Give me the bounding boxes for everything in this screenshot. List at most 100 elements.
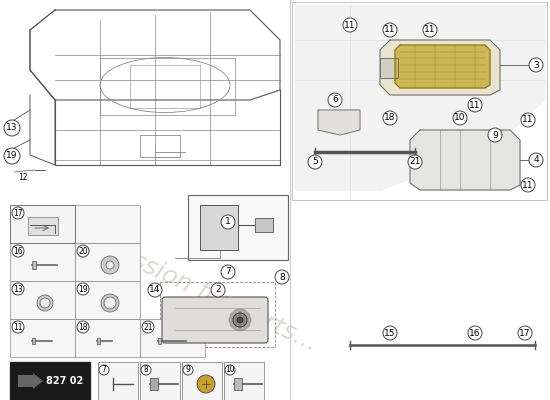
Circle shape xyxy=(468,326,482,340)
Bar xyxy=(160,282,275,347)
Polygon shape xyxy=(150,378,158,390)
Circle shape xyxy=(12,245,24,257)
Circle shape xyxy=(142,321,154,333)
Text: 5: 5 xyxy=(312,158,318,166)
Text: 3: 3 xyxy=(533,60,539,70)
Text: 2: 2 xyxy=(215,286,221,294)
Text: 19: 19 xyxy=(6,152,18,160)
Bar xyxy=(28,217,58,235)
Circle shape xyxy=(40,298,50,308)
Circle shape xyxy=(106,261,114,269)
Text: 14: 14 xyxy=(149,286,161,294)
Text: 7: 7 xyxy=(102,366,107,374)
Polygon shape xyxy=(318,110,360,135)
Circle shape xyxy=(275,270,289,284)
Bar xyxy=(200,205,238,250)
Circle shape xyxy=(77,245,89,257)
Circle shape xyxy=(237,317,243,323)
Text: 21: 21 xyxy=(409,158,421,166)
Circle shape xyxy=(423,23,437,37)
Circle shape xyxy=(453,111,467,125)
Circle shape xyxy=(12,321,24,333)
Circle shape xyxy=(12,283,24,295)
Polygon shape xyxy=(97,338,100,344)
Bar xyxy=(255,218,273,232)
Polygon shape xyxy=(32,338,35,344)
Circle shape xyxy=(518,326,532,340)
Polygon shape xyxy=(380,58,398,78)
Wedge shape xyxy=(230,312,240,320)
Circle shape xyxy=(343,18,357,32)
Text: 11: 11 xyxy=(469,100,481,110)
Text: 13: 13 xyxy=(13,284,23,294)
Circle shape xyxy=(141,365,151,375)
Polygon shape xyxy=(410,130,520,190)
Text: 9: 9 xyxy=(185,366,190,374)
Circle shape xyxy=(521,113,535,127)
Bar xyxy=(140,362,180,400)
Bar xyxy=(10,319,75,357)
Text: 16: 16 xyxy=(13,246,23,256)
Text: 4: 4 xyxy=(533,156,539,164)
Circle shape xyxy=(12,207,24,219)
Circle shape xyxy=(148,283,162,297)
Text: 11: 11 xyxy=(13,322,23,332)
Bar xyxy=(140,135,180,157)
Text: 827 02: 827 02 xyxy=(46,376,84,386)
Text: 16: 16 xyxy=(469,328,481,338)
Text: 18: 18 xyxy=(384,114,396,122)
Circle shape xyxy=(4,148,20,164)
Text: 11: 11 xyxy=(522,180,534,190)
Circle shape xyxy=(529,58,543,72)
Circle shape xyxy=(383,326,397,340)
Bar xyxy=(188,195,288,260)
Circle shape xyxy=(77,321,89,333)
Wedge shape xyxy=(229,317,240,323)
Wedge shape xyxy=(240,320,250,328)
Bar xyxy=(182,362,222,400)
Text: 12: 12 xyxy=(18,174,28,182)
Bar xyxy=(75,281,140,319)
Bar xyxy=(75,319,140,357)
Bar xyxy=(224,362,264,400)
Text: 11: 11 xyxy=(522,116,534,124)
Circle shape xyxy=(221,265,235,279)
Circle shape xyxy=(233,313,247,327)
Wedge shape xyxy=(240,320,246,331)
Text: 18: 18 xyxy=(78,322,88,332)
Text: 1: 1 xyxy=(225,218,231,226)
Bar xyxy=(10,205,75,243)
Circle shape xyxy=(488,128,502,142)
Polygon shape xyxy=(380,40,500,95)
Polygon shape xyxy=(234,378,242,390)
Circle shape xyxy=(521,178,535,192)
Text: a passion for parts...: a passion for parts... xyxy=(78,225,322,355)
Wedge shape xyxy=(234,320,240,331)
Polygon shape xyxy=(295,5,545,190)
Polygon shape xyxy=(32,261,36,269)
Circle shape xyxy=(383,111,397,125)
Bar xyxy=(10,281,75,319)
Circle shape xyxy=(101,256,119,274)
Text: 6: 6 xyxy=(332,96,338,104)
Text: 8: 8 xyxy=(144,366,149,374)
Bar xyxy=(140,319,205,357)
Text: 20: 20 xyxy=(78,246,88,256)
Text: 7: 7 xyxy=(225,268,231,276)
Circle shape xyxy=(468,98,482,112)
Wedge shape xyxy=(240,312,250,320)
Bar xyxy=(10,362,90,400)
Text: 21: 21 xyxy=(143,322,153,332)
Bar xyxy=(75,243,140,281)
FancyBboxPatch shape xyxy=(162,297,268,343)
Text: 8: 8 xyxy=(279,272,285,282)
Text: 17: 17 xyxy=(13,208,23,218)
Text: 11: 11 xyxy=(424,26,436,34)
FancyArrow shape xyxy=(18,373,43,389)
Circle shape xyxy=(328,93,342,107)
Bar xyxy=(10,243,75,281)
Circle shape xyxy=(37,295,53,311)
Wedge shape xyxy=(240,309,246,320)
Wedge shape xyxy=(240,317,251,323)
Bar xyxy=(98,362,138,400)
